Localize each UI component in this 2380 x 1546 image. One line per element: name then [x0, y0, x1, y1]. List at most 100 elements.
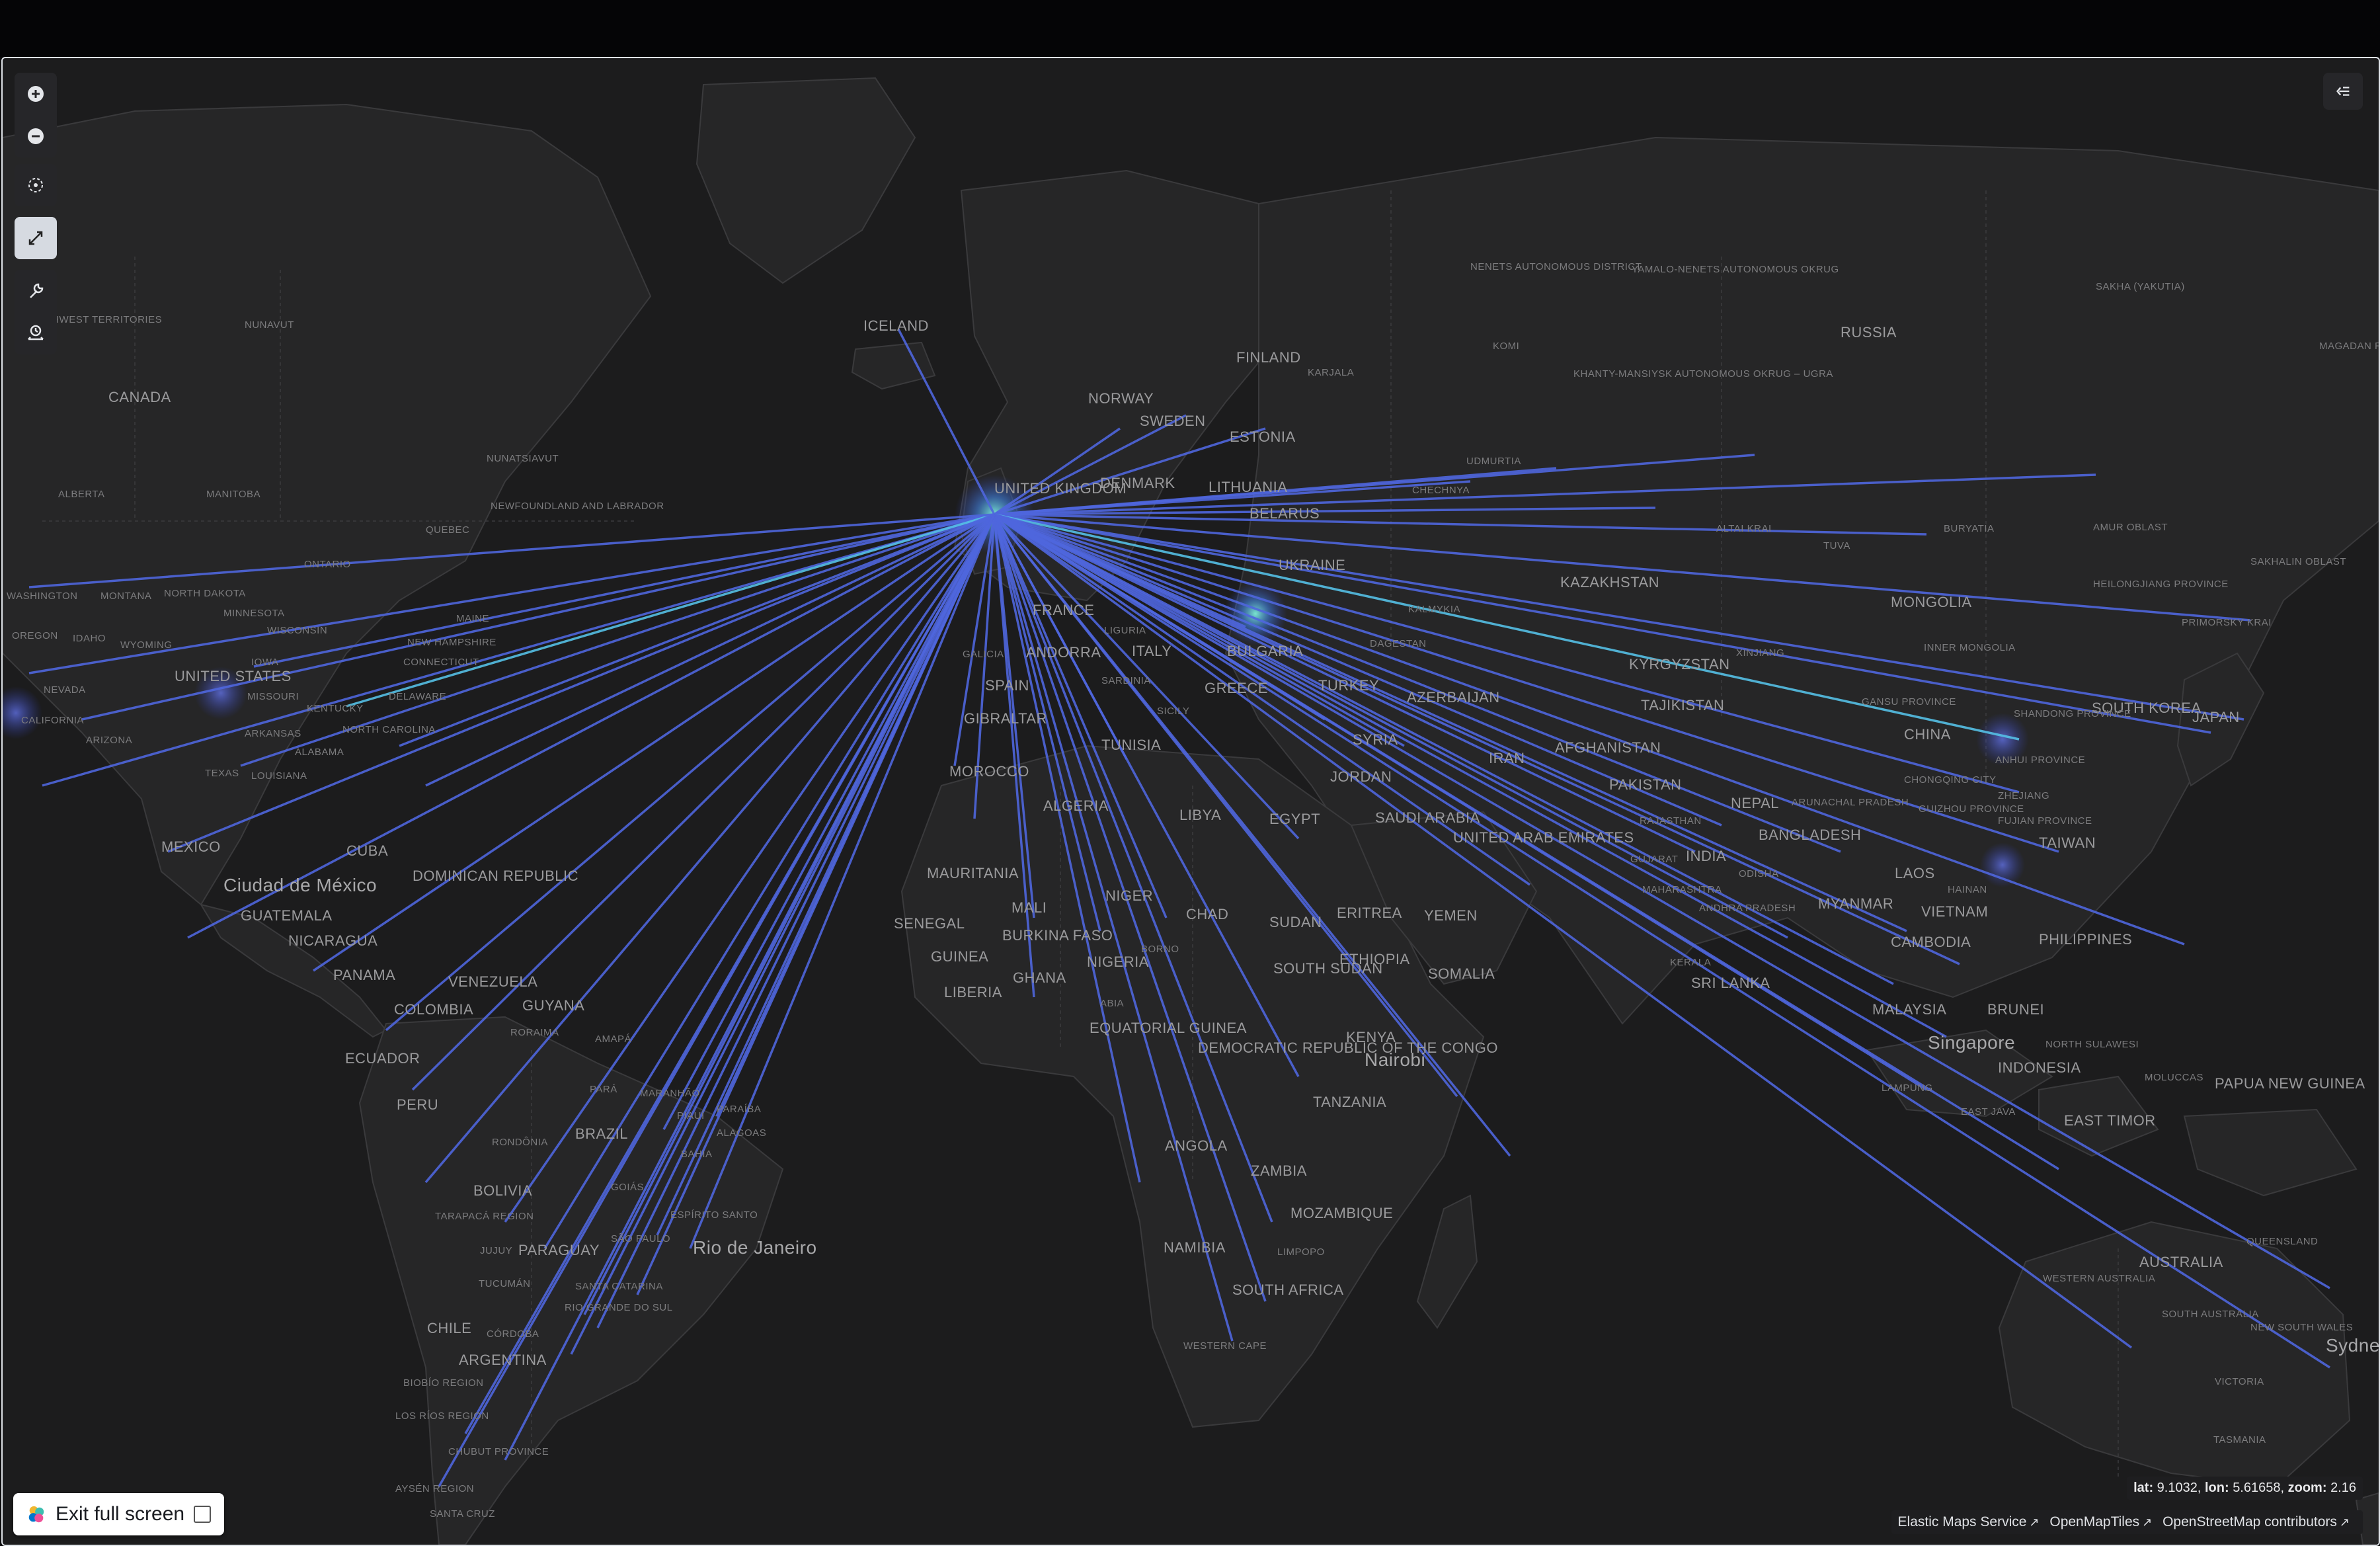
timeslider-button[interactable] — [15, 312, 57, 354]
label-united-states: UNITED STATES — [175, 668, 292, 684]
flow-line[interactable] — [993, 513, 2133, 1349]
flow-line[interactable] — [994, 513, 2185, 946]
flow-line[interactable] — [504, 514, 996, 1223]
label-japan: JAPAN — [2192, 709, 2240, 725]
flow-line[interactable] — [994, 513, 1722, 827]
flow-line[interactable] — [504, 514, 996, 1461]
exit-full-screen-button[interactable]: Exit full screen — [13, 1493, 225, 1535]
flow-line[interactable] — [953, 514, 996, 766]
map-container[interactable]: ICELAND CANADA NORWAY SWEDEN FINLAND EST… — [1, 57, 2380, 1546]
flow-lines-layer[interactable] — [28, 329, 2330, 1487]
flow-line[interactable] — [411, 513, 996, 1091]
basemap[interactable]: ICELAND CANADA NORWAY SWEDEN FINLAND EST… — [3, 58, 2379, 1545]
flow-line[interactable] — [994, 513, 1246, 628]
flow-line[interactable] — [662, 514, 996, 1130]
flow-line[interactable] — [28, 513, 995, 674]
flow-line[interactable] — [994, 414, 1187, 516]
flow-line[interactable] — [42, 513, 995, 787]
flow-line[interactable] — [385, 513, 996, 1032]
flow-line[interactable] — [167, 513, 995, 853]
flow-line[interactable] — [994, 507, 1656, 516]
flow-line[interactable] — [994, 513, 1927, 536]
tools-button[interactable] — [15, 270, 57, 312]
label-somalia: SOMALIA — [1428, 965, 1495, 982]
flow-line[interactable] — [596, 514, 996, 1328]
flow-line[interactable] — [240, 513, 995, 767]
flow-line[interactable] — [993, 514, 1273, 1223]
flow-line[interactable] — [993, 514, 1168, 918]
flow-line[interactable] — [993, 514, 1101, 932]
flow-line[interactable] — [994, 513, 2251, 622]
flow-line[interactable] — [994, 513, 1326, 721]
flow-line[interactable] — [994, 513, 2020, 793]
flow-line[interactable] — [187, 513, 995, 939]
set-view-control — [15, 164, 57, 206]
flow-line[interactable] — [346, 513, 995, 708]
flow-line[interactable] — [994, 513, 1841, 853]
label-lithuania: LITHUANIA — [1209, 479, 1287, 495]
flow-line[interactable] — [994, 427, 1266, 516]
flow-line[interactable] — [689, 514, 996, 1249]
set-view-button[interactable] — [15, 164, 57, 206]
flow-line[interactable] — [993, 514, 1234, 1342]
zoom-in-button[interactable] — [15, 73, 57, 115]
label-argentina: ARGENTINA — [459, 1352, 547, 1368]
flow-line[interactable] — [28, 513, 995, 589]
label-cordoba: CÓRDOBA — [487, 1328, 539, 1340]
flow-line[interactable] — [994, 513, 1696, 853]
label-sardinia: SARDINIA — [1101, 675, 1151, 686]
flow-line[interactable] — [81, 513, 995, 721]
attribution-osm-link[interactable]: OpenStreetMap contributors — [2162, 1514, 2337, 1529]
flow-line[interactable] — [994, 513, 1530, 886]
flow-line[interactable] — [994, 513, 2330, 1289]
flow-line[interactable] — [994, 513, 1960, 965]
flow-line[interactable] — [993, 513, 1458, 1098]
label-brunei: BRUNEI — [1987, 1001, 2044, 1018]
flow-line[interactable] — [399, 513, 995, 747]
flow-line[interactable] — [897, 329, 996, 515]
label-libya: LIBYA — [1179, 807, 1221, 823]
fit-to-data-button[interactable] — [15, 217, 57, 259]
flow-line[interactable] — [994, 513, 2211, 734]
label-tajikistan: TAJIKISTAN — [1641, 697, 1724, 713]
label-mali: MALI — [1012, 899, 1047, 916]
flow-line[interactable] — [993, 514, 1035, 918]
zoom-out-button[interactable] — [15, 115, 57, 157]
flow-line[interactable] — [464, 514, 996, 1434]
label-east-java: EAST JAVA — [1961, 1106, 2016, 1118]
flow-line[interactable] — [993, 514, 1128, 760]
legend-toggle-button[interactable] — [2323, 73, 2363, 110]
flow-line[interactable] — [424, 513, 996, 1184]
label-yemen: YEMEN — [1424, 907, 1478, 924]
timeslider-icon — [28, 325, 44, 341]
flow-line[interactable] — [994, 480, 1471, 516]
flow-line[interactable] — [993, 514, 1141, 1183]
flow-line[interactable] — [994, 513, 2244, 721]
attribution-ems-link[interactable]: Elastic Maps Service — [1897, 1514, 2027, 1529]
label-afghanistan: AFGHANISTAN — [1555, 739, 1661, 756]
flow-line[interactable] — [994, 513, 1405, 747]
attribution-omt-link[interactable]: OpenMapTiles — [2049, 1514, 2140, 1529]
flow-line[interactable] — [993, 513, 1300, 840]
flow-line[interactable] — [993, 514, 1035, 998]
flow-line[interactable] — [973, 514, 996, 819]
flow-line[interactable] — [543, 514, 996, 1249]
flow-line[interactable] — [993, 514, 1267, 1302]
flow-line[interactable] — [570, 514, 996, 1355]
flow-line[interactable] — [425, 513, 995, 787]
label-oregon: OREGON — [12, 630, 58, 641]
flow-line[interactable] — [994, 473, 2096, 516]
flow-line[interactable] — [994, 513, 1788, 939]
flow-line[interactable] — [715, 514, 996, 1117]
flow-line[interactable] — [994, 427, 1121, 516]
flow-line[interactable] — [994, 513, 2059, 853]
flow-line[interactable] — [313, 513, 995, 972]
flow-line[interactable] — [994, 513, 1894, 985]
external-link-icon: ↗ — [2339, 1516, 2350, 1529]
flow-line[interactable] — [994, 513, 2020, 741]
flow-line[interactable] — [994, 513, 1907, 932]
flow-line[interactable] — [994, 513, 2330, 1369]
flow-line[interactable] — [253, 513, 995, 668]
label-nepal: NEPAL — [1731, 795, 1779, 811]
flow-line[interactable] — [994, 513, 1947, 1038]
